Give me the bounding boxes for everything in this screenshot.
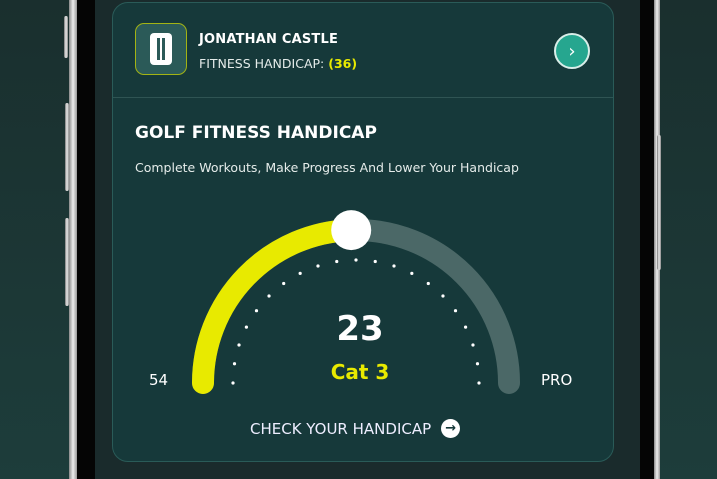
gauge-tick-dot [475,362,480,366]
gauge-tick-dot [354,258,358,262]
phone-frame-left [69,0,77,479]
gauge-tick-dot [426,281,430,286]
section-subtitle: Complete Workouts, Make Progress And Low… [135,160,519,175]
arrow-right-circle-icon: → [441,419,461,438]
gauge-fill [192,219,363,394]
phone-button [65,218,69,306]
gauge-tick-dot [298,271,302,276]
gauge-min-label: 54 [149,371,169,389]
gauge-tick-dot [373,259,377,264]
profile-chevron-button[interactable]: › [554,33,590,69]
gauge-tick-dot [254,309,259,313]
gauge-tick-dot [282,281,286,286]
gauge-tick-dot [244,325,249,329]
gauge-tick-dot [410,271,414,276]
handicap-gauge [192,210,520,394]
phone-button [64,16,68,58]
gauge-tick-dot [392,264,396,268]
phone-bezel-left [77,0,96,479]
divider [113,97,613,98]
phone-button [657,135,661,270]
gauge-max-label: PRO [541,371,573,389]
gauge-tick-dot [335,259,339,264]
gauge-tick-dot [237,343,241,347]
gauge-tick-dot [316,264,320,268]
gauge-thumb [331,210,372,251]
gauge-tick-dot [441,294,445,298]
gauge-tick-dot [231,381,235,385]
fitness-handicap: FITNESS HANDICAP: (36) [199,56,357,71]
gauge-tick-dot [477,381,481,385]
gauge-tick-dot [267,294,271,298]
handicap-value: (36) [328,56,358,71]
gauge-tick-dot [232,362,237,366]
handicap-label: FITNESS HANDICAP: [199,56,325,71]
gauge-tick-dot [463,325,468,329]
phone-button [65,103,69,191]
check-handicap-link[interactable]: CHECK YOUR HANDICAP → [250,419,461,438]
handicap-card: JONATHAN CASTLE FITNESS HANDICAP: (36) ›… [112,2,614,462]
check-handicap-label: CHECK YOUR HANDICAP [250,419,432,438]
chevron-right-icon: › [568,40,576,62]
app-logo-icon [135,23,187,75]
section-title: GOLF FITNESS HANDICAP [135,123,377,143]
user-name: JONATHAN CASTLE [199,32,339,47]
phone-bezel-right [640,0,656,479]
gauge-category: Cat 3 [330,360,390,384]
gauge-value: 23 [336,309,384,349]
gauge-tick-dot [453,309,458,313]
gauge-tick-dot [471,343,475,347]
